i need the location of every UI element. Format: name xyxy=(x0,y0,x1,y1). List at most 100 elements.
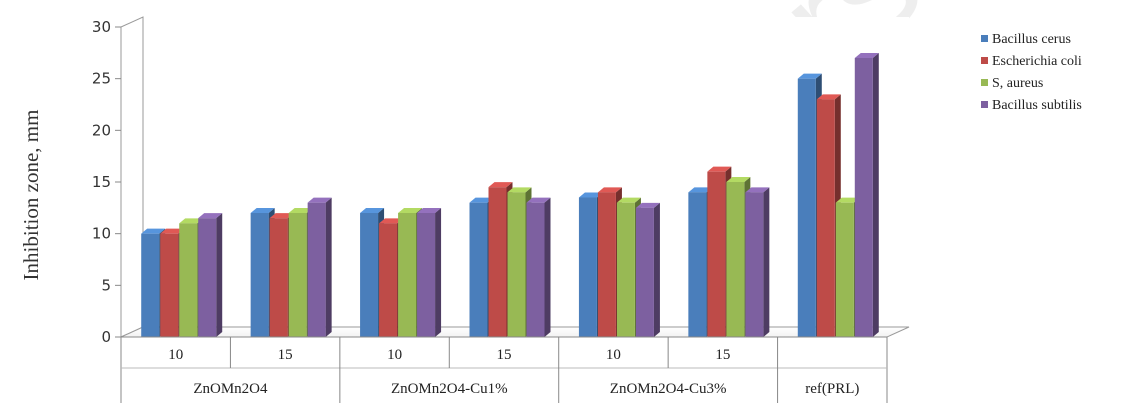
bar-top xyxy=(269,213,294,219)
bar-front xyxy=(469,202,488,337)
legend-swatch xyxy=(981,79,988,86)
bar-front xyxy=(269,218,288,337)
bar xyxy=(854,53,879,337)
bar xyxy=(198,213,223,337)
bar-front xyxy=(398,213,417,337)
x-group-label: ZnOMn2O4-Cu1% xyxy=(391,381,508,397)
bar-front xyxy=(179,223,198,337)
x-group-label: ZnOMn2O4 xyxy=(193,381,268,397)
bar-top xyxy=(469,197,494,203)
bar-front xyxy=(635,207,654,337)
bar-top xyxy=(379,218,404,224)
bar-top xyxy=(141,228,166,234)
x-subcategory-label: 10 xyxy=(168,347,183,363)
bar-top xyxy=(688,187,713,193)
legend-item: S, aureus xyxy=(981,76,1043,91)
bar-front xyxy=(360,213,379,337)
bar xyxy=(526,197,551,337)
bar-front xyxy=(288,213,307,337)
bar-front xyxy=(616,202,635,337)
bar-top xyxy=(198,213,223,219)
bar-front xyxy=(307,202,326,337)
legend-item: Escherichia coli xyxy=(981,54,1082,69)
y-tick-label: 10 xyxy=(92,225,111,243)
bar-top xyxy=(360,208,385,213)
bar-front xyxy=(578,197,597,337)
legend-swatch xyxy=(981,35,988,42)
legend-swatch xyxy=(981,57,988,64)
bar-front xyxy=(160,233,179,337)
bar-front xyxy=(816,99,835,337)
side-wall xyxy=(120,16,144,338)
bar-top xyxy=(488,182,513,188)
bar-top xyxy=(835,197,860,203)
y-tick-label: 5 xyxy=(101,276,111,294)
y-tick-label: 25 xyxy=(92,70,111,88)
y-tick-label: 20 xyxy=(92,121,111,139)
bar-top xyxy=(417,208,442,213)
bar-front xyxy=(835,202,854,337)
legend-item: Bacillus subtilis xyxy=(981,98,1082,113)
bar-front xyxy=(688,192,707,337)
bar-front xyxy=(379,223,398,337)
bar xyxy=(745,187,770,337)
bar-side xyxy=(763,187,770,337)
bar xyxy=(635,202,660,337)
legend-label: Bacillus subtilis xyxy=(992,98,1082,113)
bar-top xyxy=(288,208,313,213)
x-subcategory-label: 15 xyxy=(278,347,293,363)
bar-top xyxy=(854,53,879,58)
bar-front xyxy=(797,78,816,338)
bar-front xyxy=(250,213,269,337)
bar-front xyxy=(141,233,160,337)
bar-front xyxy=(417,213,436,337)
bar-top xyxy=(616,197,641,203)
bar-top xyxy=(526,197,551,203)
bar-front xyxy=(854,58,873,337)
bar-top xyxy=(635,202,660,208)
legend-label: S, aureus xyxy=(992,76,1043,91)
x-group-label: ref(PRL) xyxy=(805,381,859,397)
legend-label: Bacillus cerus xyxy=(992,32,1071,47)
bar-top xyxy=(578,192,603,198)
bar-top xyxy=(745,187,770,193)
bar-side xyxy=(325,197,332,337)
bar-top xyxy=(179,218,204,224)
x-group-label: ZnOMn2O4-Cu3% xyxy=(610,381,727,397)
bar-top xyxy=(707,166,732,172)
bar-front xyxy=(597,192,616,337)
bar-top xyxy=(398,208,423,213)
bar-top xyxy=(307,197,332,203)
bar-side xyxy=(435,208,442,337)
bar-top xyxy=(250,208,275,213)
bar-front xyxy=(707,171,726,337)
bar-top xyxy=(797,73,822,79)
legend-swatch xyxy=(981,101,988,108)
bar-front xyxy=(726,182,745,337)
bar-side xyxy=(872,53,879,337)
bar-side xyxy=(216,213,223,337)
y-axis-label: Inhibition zone, mm xyxy=(19,110,43,281)
x-subcategory-label: 10 xyxy=(606,347,621,363)
bar xyxy=(307,197,332,337)
x-subcategory-label: 10 xyxy=(387,347,402,363)
bar-top xyxy=(597,187,622,193)
x-axis-table: 10 15 ZnOMn2O4 10 15 ZnOMn2O4-Cu1% 10 15 ZnOMn2O… xyxy=(120,336,888,403)
bar-front xyxy=(745,192,764,337)
bar xyxy=(417,208,442,337)
x-subcategory-label: 15 xyxy=(497,347,512,363)
bar-side xyxy=(544,197,551,337)
bar-top xyxy=(160,228,185,234)
legend-label: Escherichia coli xyxy=(992,54,1082,69)
bar-side xyxy=(653,202,660,337)
bars xyxy=(141,53,879,338)
legend-item: Bacillus cerus xyxy=(981,32,1071,47)
y-tick-label: 0 xyxy=(101,328,111,346)
bar-top xyxy=(726,177,751,182)
bar-top xyxy=(507,187,532,193)
bar-front xyxy=(507,192,526,337)
bar-front xyxy=(198,218,217,337)
bar-front xyxy=(488,187,507,337)
bar-top xyxy=(816,94,841,100)
